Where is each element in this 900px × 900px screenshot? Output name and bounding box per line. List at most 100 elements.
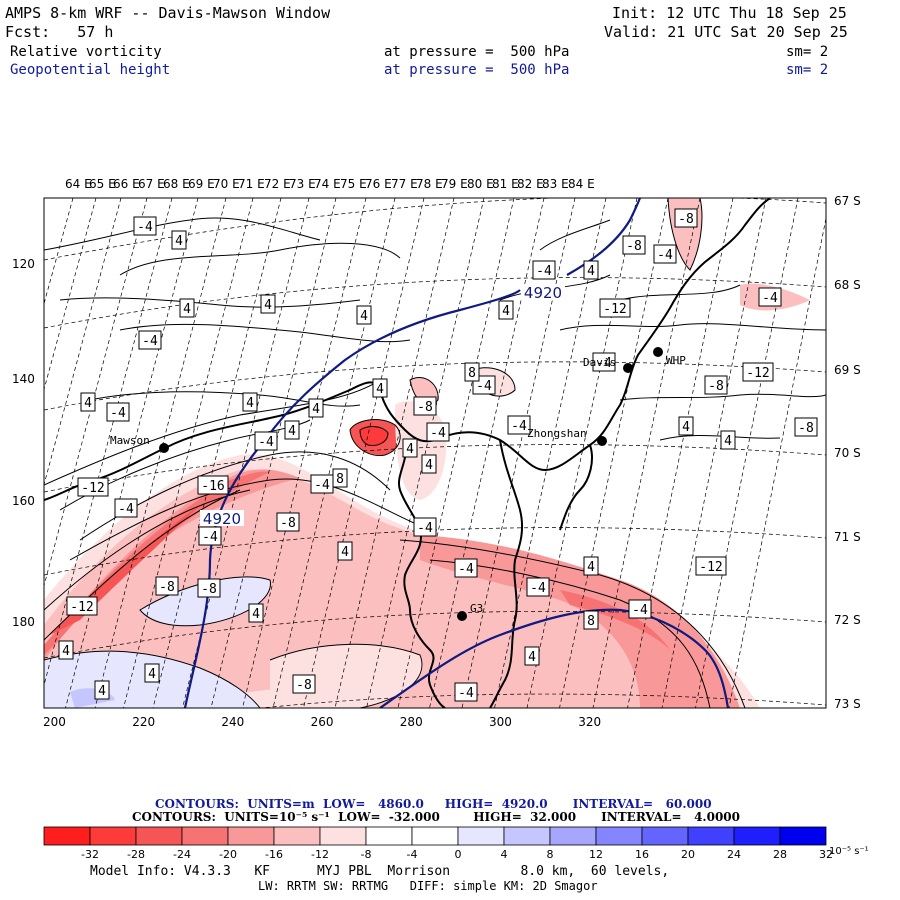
vorticity-contour-label: -12 bbox=[81, 481, 104, 496]
vorticity-contour-label: -8 bbox=[678, 212, 694, 227]
colorbar-tick-label: 28 bbox=[773, 848, 787, 861]
vorticity-contour-label: -4 bbox=[762, 291, 778, 306]
contour-label-box bbox=[695, 556, 727, 576]
contour-label-box bbox=[155, 576, 179, 596]
y-grid-label: 120 bbox=[12, 257, 35, 271]
vorticity-contour-label: -12 bbox=[603, 302, 626, 317]
vorticity-contour-label: 4 bbox=[360, 309, 368, 324]
contour-label-box bbox=[507, 415, 531, 435]
colorbar-unit: 10⁻⁵ s⁻¹ bbox=[829, 846, 869, 857]
contour-label-box bbox=[197, 475, 229, 495]
contour-label-box bbox=[622, 235, 646, 255]
model-info-line2: LW: RRTM SW: RRTMG DIFF: simple KM: 2D S… bbox=[258, 879, 598, 893]
axis-labels: 64 E65 E66 E67 E68 E69 E70 E71 E 72 E73 E… bbox=[12, 177, 861, 729]
vorticity-contour-label: 4 bbox=[175, 234, 183, 249]
vorticity-contour-label: -12 bbox=[746, 366, 769, 381]
vorticity-contour-label: 8 bbox=[468, 366, 476, 381]
contour-label-box bbox=[197, 578, 221, 598]
colorbar-tick-label: 0 bbox=[455, 848, 462, 861]
contour-label-box bbox=[284, 420, 300, 440]
vorticity-contour-label: 8 bbox=[336, 472, 344, 487]
vorticity-contour-labels: -44-8-44-44 44-44 4 4 -8-4-4 44-8-44-4-12-4-1… bbox=[58, 208, 818, 702]
x-grid-label: 240 bbox=[221, 715, 244, 729]
latitude-label: 73 S bbox=[834, 697, 861, 711]
station-marker bbox=[623, 363, 633, 373]
latitude-label: 69 S bbox=[834, 363, 861, 377]
contour-label-box bbox=[583, 610, 599, 630]
vorticity-contour-label: 4 bbox=[502, 304, 510, 319]
contour-label-box bbox=[742, 362, 774, 382]
vorticity-contour-label: -4 bbox=[314, 478, 330, 493]
vorticity-band-east bbox=[420, 535, 740, 708]
contour-label-box bbox=[413, 396, 437, 416]
colorbar-tick-label: 4 bbox=[501, 848, 508, 861]
y-grid-label: 140 bbox=[12, 372, 35, 386]
colorbar-swatch bbox=[503, 826, 551, 846]
vorticity-contour-label: 8 bbox=[587, 614, 595, 629]
x-grid-label: 320 bbox=[578, 715, 601, 729]
vorticity-contour-label: -4 bbox=[596, 356, 612, 371]
vorticity-contour-label: -4 bbox=[657, 248, 673, 263]
station-marker bbox=[597, 436, 607, 446]
contour-label-box bbox=[248, 603, 264, 623]
colorbar-swatch bbox=[89, 826, 137, 846]
station-name: Mawson bbox=[110, 434, 150, 447]
contour-label-box bbox=[758, 287, 782, 307]
vorticity-contour-label: 4 bbox=[587, 264, 595, 279]
station-marker bbox=[159, 443, 169, 453]
contour-label-box bbox=[114, 498, 138, 518]
contour-label-box bbox=[583, 556, 599, 576]
height-contour-labels: 4920 4920 bbox=[200, 284, 565, 528]
vorticity-contour-label: 4 bbox=[264, 298, 272, 313]
contour-label-box bbox=[704, 375, 728, 395]
contour-label-box bbox=[337, 541, 353, 561]
contour-label-box bbox=[179, 298, 195, 318]
longitude-label: 71 E bbox=[238, 177, 265, 191]
colorbar-swatch bbox=[457, 826, 505, 846]
vorticity-contour-info: CONTOURS: UNITS=10⁻⁵ s⁻¹ LOW= -32.000 HI… bbox=[132, 810, 740, 824]
contour-label-box bbox=[532, 260, 556, 280]
field1-smoothing: sm= 2 bbox=[786, 44, 829, 60]
vorticity-contour-label: -8 bbox=[280, 516, 296, 531]
vorticity-contour-label: -8 bbox=[417, 400, 433, 415]
lat-lon-graticule bbox=[44, 198, 826, 708]
contour-label-box bbox=[171, 230, 187, 250]
field2-smoothing: sm= 2 bbox=[786, 62, 829, 78]
longitude-label: 82 E bbox=[517, 177, 544, 191]
vorticity-contour-label: 4 bbox=[148, 667, 156, 682]
colorbar-tick-label: -24 bbox=[173, 848, 191, 861]
vorticity-contour-label: 4 bbox=[425, 458, 433, 473]
station-marker bbox=[653, 347, 663, 357]
vorticity-contour-label: 4 bbox=[183, 302, 191, 317]
longitude-label: 67 E bbox=[138, 177, 165, 191]
contour-label-box bbox=[254, 431, 278, 451]
contour-label-box bbox=[583, 260, 599, 280]
contour-label-box bbox=[356, 305, 372, 325]
vorticity-contour-label: -8 bbox=[296, 678, 312, 693]
contour-label-box bbox=[77, 477, 109, 497]
vorticity-contour-label: -4 bbox=[202, 530, 218, 545]
longitude-label: 79 E bbox=[441, 177, 468, 191]
vorticity-contour-label: -4 bbox=[142, 334, 158, 349]
longitude-label: 83 E bbox=[542, 177, 569, 191]
colorbar-tick-label: -20 bbox=[219, 848, 237, 861]
longitude-label: 65 E bbox=[89, 177, 116, 191]
colorbar-tick-label: -16 bbox=[265, 848, 283, 861]
y-grid-label: 160 bbox=[12, 494, 35, 508]
colorbar-swatch bbox=[43, 826, 91, 846]
colorbar-swatch bbox=[779, 826, 827, 846]
colorbar-tick-label: 12 bbox=[589, 848, 603, 861]
vorticity-contour-label: -4 bbox=[458, 562, 474, 577]
vorticity-contour-label: 4 bbox=[312, 402, 320, 417]
colorbar-swatch bbox=[135, 826, 183, 846]
colorbar-swatch bbox=[595, 826, 643, 846]
colorbar-swatch bbox=[641, 826, 689, 846]
colorbar-swatch bbox=[319, 826, 367, 846]
longitude-label: 81 E bbox=[492, 177, 519, 191]
colorbar-swatch bbox=[411, 826, 459, 846]
colorbar-tick-label: -32 bbox=[81, 848, 99, 861]
contour-label-box bbox=[106, 402, 130, 422]
vorticity-contour-label: -4 bbox=[258, 435, 274, 450]
vorticity-contour-label: -4 bbox=[137, 220, 153, 235]
colorbar-swatch bbox=[733, 826, 781, 846]
